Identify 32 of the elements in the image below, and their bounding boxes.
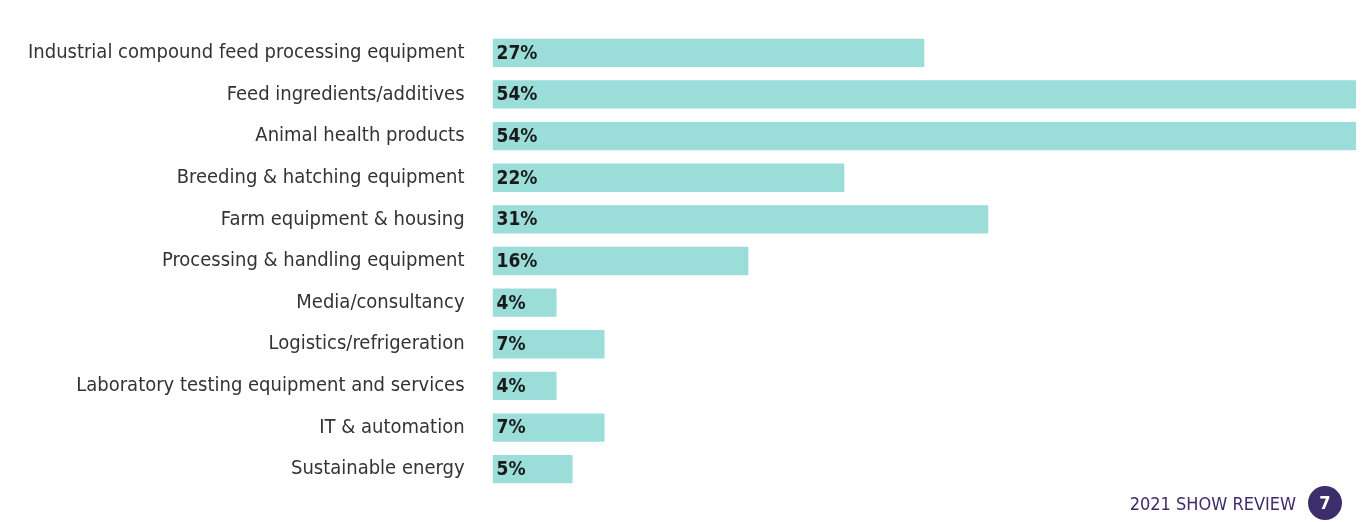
y-tick-label: Animal health products [255,122,465,147]
data-label: 7% [496,332,526,355]
bar [492,413,605,442]
y-tick-label: Feed ingredients/additives [226,80,465,105]
y-tick-label: Laboratory testing equipment and services [76,372,465,397]
y-tick-label: Logistics/refrigeration [268,330,465,355]
bar [492,163,845,192]
y-tick-label: Processing & handling equipment [161,247,465,272]
bar [492,80,1356,109]
data-label: 31% [496,207,538,230]
y-tick-label: Farm equipment & housing [220,205,465,230]
bar [492,330,605,359]
y-tick-label: Industrial compound feed processing equipment [28,39,465,64]
data-label: 27% [496,40,538,63]
data-label: 7% [496,415,526,438]
y-tick-label: IT & automation [319,413,465,438]
y-tick-label: Media/consultancy [296,288,465,313]
y-tick-label: Sustainable energy [290,455,465,480]
data-label: 5% [496,457,526,480]
text: 7 [1308,486,1342,520]
data-label: 54% [496,82,538,105]
text: 2021 SHOW REVIEW [1129,492,1296,514]
y-tick-label: Breeding & hatching equipment [176,163,465,188]
bar [492,121,1356,151]
data-label: 4% [496,290,526,313]
bar [492,205,989,234]
data-label: 54% [496,124,538,147]
bar [492,246,749,276]
data-label: 22% [496,165,538,188]
data-label: 16% [496,248,538,271]
data-label: 4% [496,373,526,396]
bar [492,38,925,67]
